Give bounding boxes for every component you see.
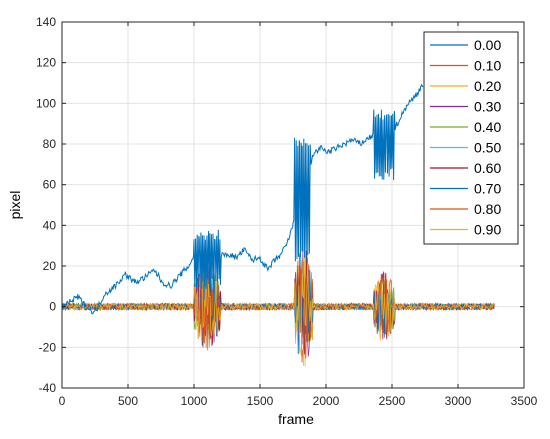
legend-label: 0.70 (474, 181, 501, 197)
y-axis-title: pixel (7, 191, 23, 220)
y-tick-label: -40 (39, 381, 57, 395)
y-tick-label: 80 (43, 137, 57, 151)
x-tick-label: 3500 (511, 394, 538, 408)
y-tick-label: 60 (43, 178, 57, 192)
legend-label: 0.90 (474, 222, 501, 238)
x-tick-label: 0 (59, 394, 66, 408)
y-tick-label: 0 (49, 300, 56, 314)
x-tick-label: 1000 (181, 394, 208, 408)
x-tick-label: 1500 (247, 394, 274, 408)
legend-label: 0.00 (474, 37, 501, 53)
legend-box (423, 31, 519, 245)
legend-label: 0.80 (474, 201, 501, 217)
tick-labels: 0 500 1000 1500 2000 2500 3000 3500 -40 -20 0 20 40 6… (36, 15, 538, 408)
legend-label: 0.30 (474, 99, 501, 115)
legend-label: 0.50 (474, 140, 501, 156)
y-tick-label: 120 (36, 56, 56, 70)
x-tick-label: 2500 (379, 394, 406, 408)
legend-label: 0.60 (474, 160, 501, 176)
y-tick-label: 140 (36, 15, 56, 29)
x-axis-title: frame (278, 411, 314, 427)
y-tick-label: 100 (36, 96, 56, 110)
legend: 0.00 0.10 0.20 0.30 0.40 0.50 0.60 0.70 0.80 0.90 (423, 31, 519, 245)
x-tick-label: 2000 (313, 394, 340, 408)
series-line-0-90 (61, 250, 495, 356)
axes (61, 21, 525, 389)
axes-box (61, 21, 525, 389)
series-line-0-80 (61, 260, 495, 363)
legend-label: 0.40 (474, 119, 501, 135)
y-tick-label: 40 (43, 218, 57, 232)
x-tick-label: 3000 (445, 394, 472, 408)
legend-label: 0.20 (474, 78, 501, 94)
legend-label: 0.10 (474, 58, 501, 74)
series-line-0-00 (61, 83, 424, 315)
series-lines (61, 83, 495, 367)
y-tick-label: 20 (43, 259, 57, 273)
y-tick-label: -20 (39, 340, 57, 354)
x-tick-label: 500 (118, 394, 138, 408)
